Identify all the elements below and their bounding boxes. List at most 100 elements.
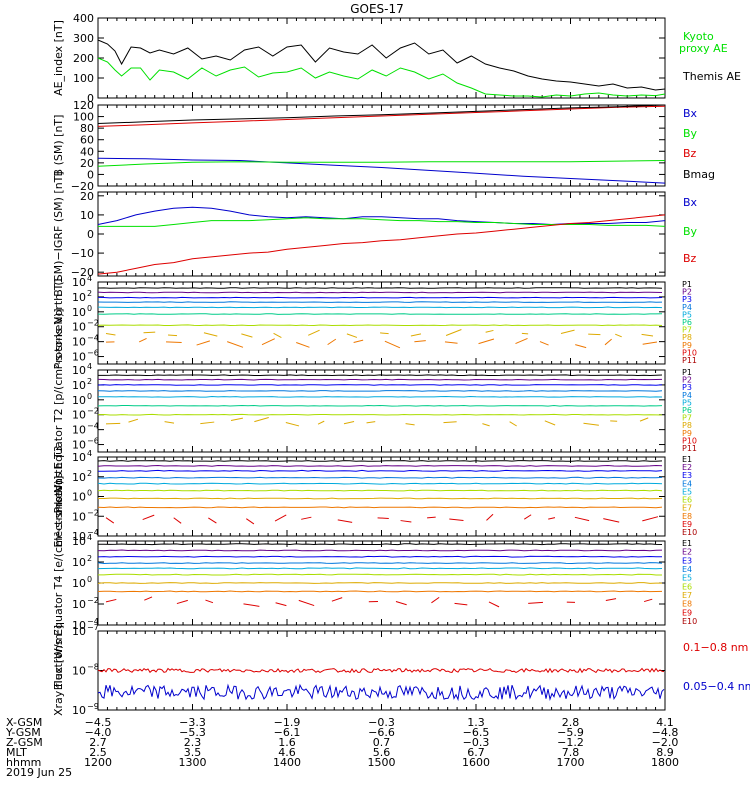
y-tick-exponent: −7	[87, 623, 99, 632]
x-axis-value: 3.5	[184, 746, 202, 759]
x-axis-value: 1700	[557, 756, 585, 769]
y-tick-label: 10	[72, 424, 86, 437]
series-segment	[548, 517, 556, 520]
x-axis-row-label: Z-GSM	[6, 736, 43, 749]
x-axis-value: 2.8	[562, 716, 580, 729]
legend-entry: Bz	[683, 252, 697, 265]
series-segment	[604, 338, 612, 346]
series-segment	[486, 513, 494, 521]
y-tick-label: 10	[72, 471, 86, 484]
series-segment	[168, 334, 178, 337]
x-axis-value: 0.7	[373, 736, 391, 749]
series-segment	[643, 598, 653, 603]
series-segment	[603, 518, 620, 523]
y-tick-exponent: 2	[87, 289, 92, 298]
series-line	[97, 287, 663, 289]
channel-label: E10	[682, 528, 697, 537]
series-line	[97, 549, 663, 552]
series-line	[97, 506, 663, 509]
series-segment	[575, 344, 587, 349]
series-segment	[196, 340, 211, 346]
series-segment	[641, 333, 654, 337]
series-line	[98, 573, 662, 576]
channel-label: E9	[682, 520, 692, 529]
series-line	[97, 301, 663, 303]
channel-label: E7	[682, 504, 692, 513]
series-line	[97, 464, 663, 467]
series-line	[97, 413, 663, 416]
series-line	[98, 469, 663, 472]
series-line	[97, 489, 663, 492]
y-tick-label: 10	[72, 291, 86, 304]
series-segment	[331, 597, 343, 602]
y-tick-exponent: 2	[87, 469, 92, 478]
y-axis-label: B (SM) [nT]	[52, 115, 65, 177]
legend-entry: By	[683, 127, 698, 140]
channel-label: P3	[682, 383, 692, 392]
x-axis-value: −4.5	[85, 716, 112, 729]
series-segment	[142, 514, 155, 521]
channel-label: E6	[682, 496, 692, 505]
y-tick-label: 10	[72, 530, 86, 543]
x-axis-value: −5.3	[179, 726, 206, 739]
x-axis-value: 1.3	[467, 716, 485, 729]
series-line	[97, 104, 666, 124]
series-segment	[275, 602, 287, 607]
series-line	[97, 460, 663, 462]
series-segment	[128, 418, 139, 423]
x-axis-row-label: MLT	[6, 746, 27, 759]
y-tick-label: 0	[87, 228, 94, 241]
y-axis-label: AE_index [nT]	[52, 20, 65, 96]
series-segment	[444, 341, 458, 344]
legend-entry: 0.05−0.4 nm	[683, 680, 750, 693]
channel-label: E8	[682, 600, 692, 609]
x-axis-value: −6.6	[368, 726, 395, 739]
y-tick-exponent: 0	[87, 304, 92, 313]
x-axis-value: 4.1	[656, 716, 674, 729]
series-segment	[583, 422, 599, 426]
y-tick-label: 0	[87, 92, 94, 105]
series-segment	[400, 520, 412, 523]
series-line	[97, 543, 663, 546]
channel-label: P6	[682, 318, 692, 327]
x-axis-value: −6.1	[274, 726, 301, 739]
y-axis-label: Electrons North T3	[52, 445, 65, 547]
series-segment	[380, 332, 389, 335]
series-segment	[544, 420, 556, 426]
x-axis-value: 2.7	[89, 736, 107, 749]
series-line	[97, 291, 663, 294]
series-segment	[138, 337, 147, 343]
y-tick-exponent: −8	[87, 663, 99, 672]
channel-label: E5	[682, 574, 692, 583]
series-segment	[521, 332, 529, 335]
y-tick-label: 10	[72, 556, 86, 569]
x-axis-value: 1600	[462, 756, 490, 769]
series-segment	[301, 516, 312, 520]
channel-label: P1	[682, 280, 692, 289]
channel-label: E4	[682, 565, 692, 574]
channel-label: P4	[682, 391, 692, 400]
x-axis-value: 2.3	[184, 736, 202, 749]
x-axis-row-label: X-GSM	[6, 716, 42, 729]
y-tick-exponent: 4	[87, 533, 92, 542]
series-line	[97, 313, 663, 315]
y-tick-label: 10	[72, 535, 86, 548]
series-segment	[261, 338, 275, 346]
channel-label: E3	[682, 471, 692, 480]
series-line	[97, 667, 665, 674]
series-line	[98, 374, 663, 377]
channel-label: E1	[682, 539, 692, 548]
y-tick-exponent: 0	[87, 392, 92, 401]
panel-frame	[97, 104, 666, 187]
x-axis-value: 5.6	[373, 746, 391, 759]
x-axis-value: −0.3	[463, 736, 490, 749]
series-segment	[166, 341, 182, 344]
channel-label: E7	[682, 591, 692, 600]
y-tick-exponent: 0	[87, 489, 92, 498]
y-axis-label: Xray flux [W/m²]	[52, 625, 65, 716]
series-segment	[431, 596, 440, 604]
series-segment	[200, 421, 215, 425]
